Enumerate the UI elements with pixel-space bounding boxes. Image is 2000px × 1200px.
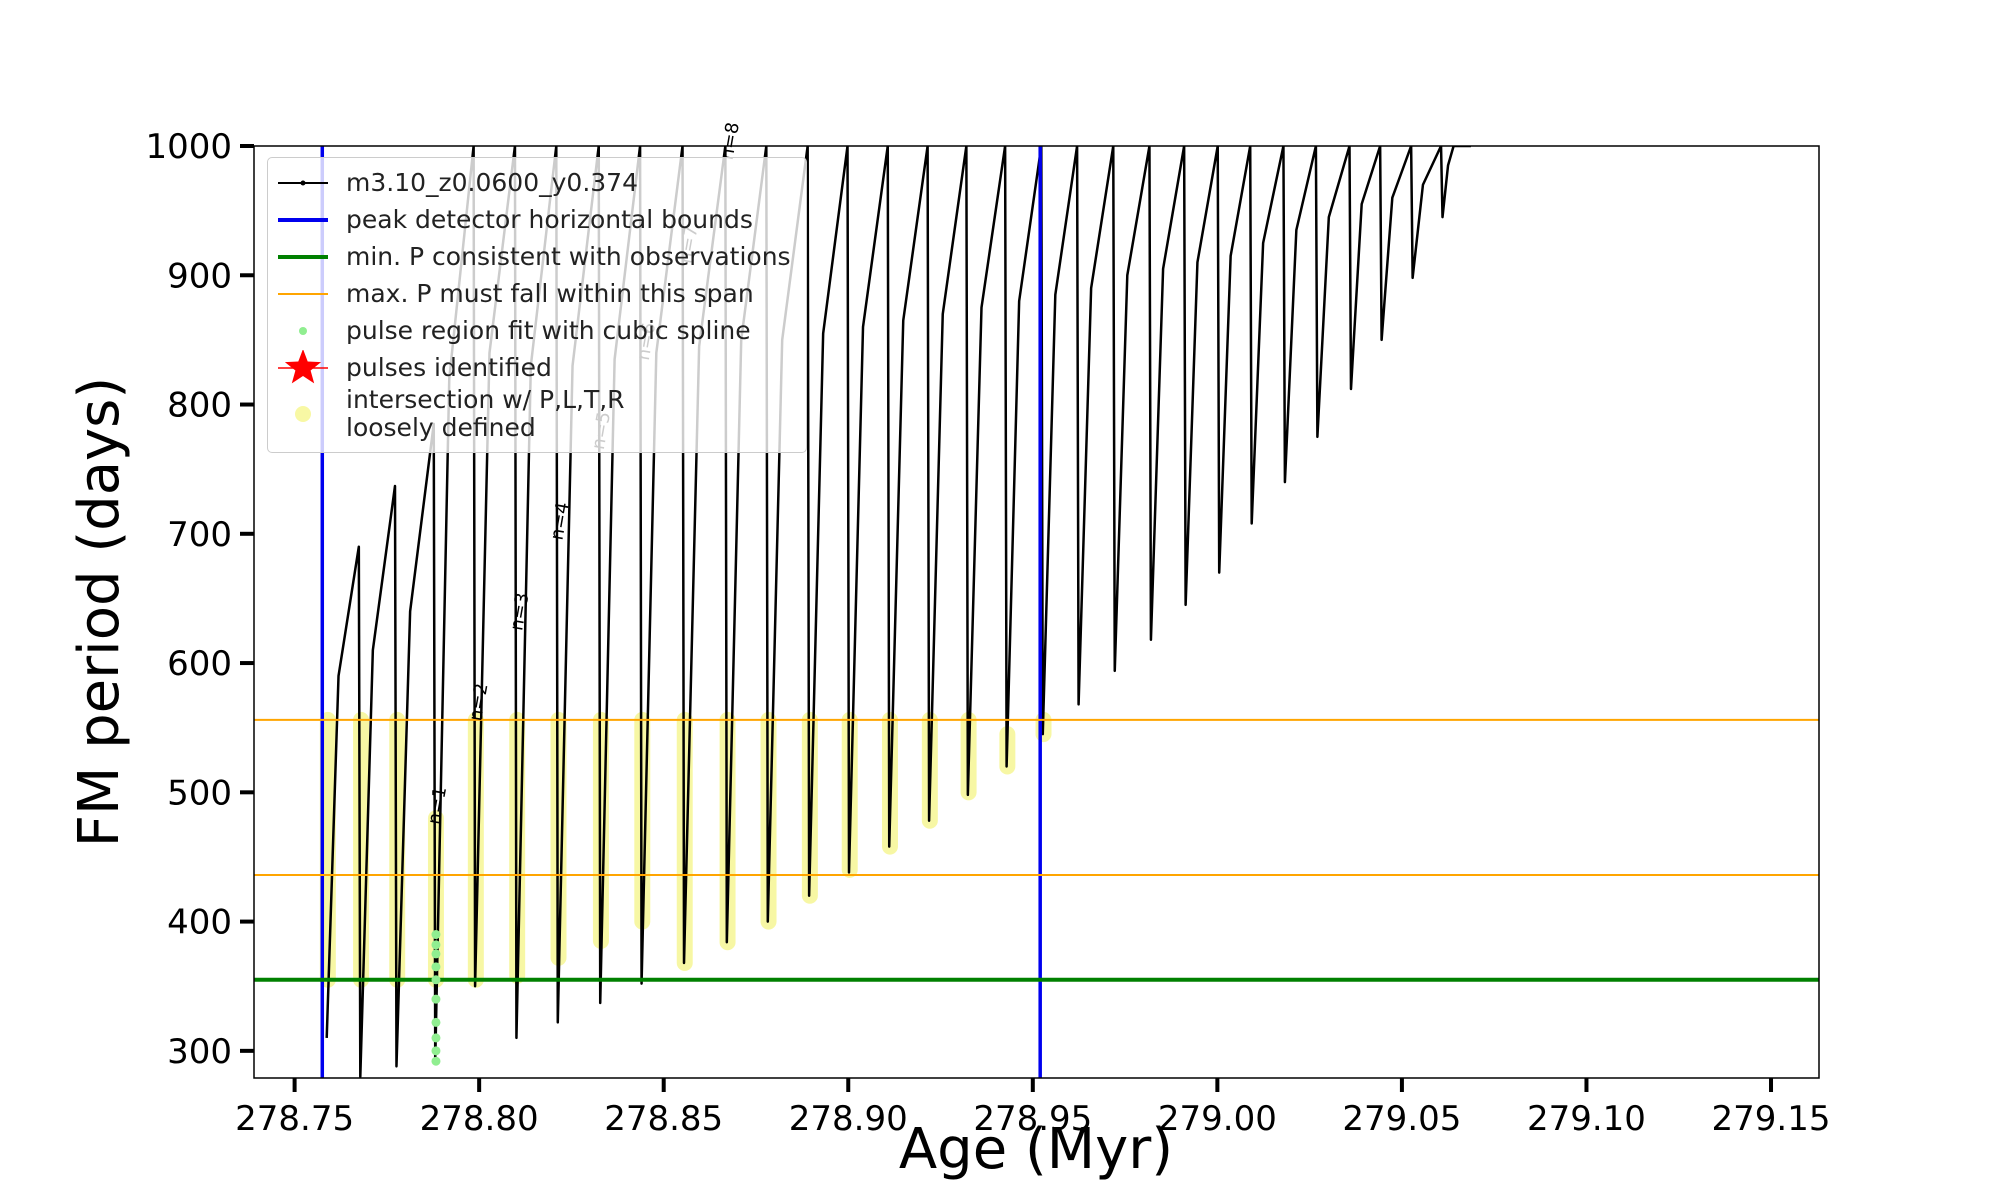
y-tick-label: 700 — [167, 515, 232, 555]
y-tick-label: 900 — [167, 256, 232, 296]
x-tick-label: 278.90 — [789, 1099, 908, 1139]
spline-point — [431, 1033, 441, 1043]
spline-point — [431, 940, 441, 950]
x-tick-label: 279.10 — [1527, 1099, 1646, 1139]
legend-dot — [295, 406, 311, 422]
y-axis-label: FM period (days) — [67, 377, 132, 847]
legend-star — [284, 349, 322, 383]
y-tick-label: 800 — [167, 386, 232, 426]
spline-point — [431, 1017, 441, 1027]
legend-marker — [278, 254, 328, 259]
y-tick-label: 1000 — [145, 127, 232, 167]
legend-marker — [299, 326, 307, 335]
legend-label: m3.10_z0.0600_y0.374 — [346, 167, 638, 197]
legend-marker — [295, 406, 311, 422]
period-line — [325, 146, 1471, 1078]
plot-frame — [253, 145, 1820, 1079]
legend-label: max. P must fall within this span — [346, 278, 754, 308]
spline-point — [431, 930, 441, 940]
spline-point — [431, 949, 441, 959]
x-tick-label: 279.00 — [1158, 1099, 1277, 1139]
spline-point — [431, 962, 441, 972]
legend-entry: pulse region fit with cubic spline — [268, 312, 806, 349]
legend-entry: peak detector horizontal bounds — [268, 201, 806, 238]
legend-label: peak detector horizontal bounds — [346, 204, 753, 234]
legend-label: pulse region fit with cubic spline — [346, 315, 751, 345]
x-tick-label: 278.80 — [420, 1099, 539, 1139]
legend-marker — [278, 292, 328, 295]
x-tick-label: 279.05 — [1342, 1099, 1461, 1139]
legend-entry: pulses identified — [268, 349, 806, 386]
x-tick-label: 278.75 — [235, 1099, 354, 1139]
spline-point — [431, 975, 441, 985]
spline-point — [431, 1046, 441, 1056]
legend-dot — [300, 180, 306, 185]
x-tick-label: 278.85 — [604, 1099, 723, 1139]
legend-label: intersection w/ P,L,T,R loosely defined — [346, 385, 625, 442]
spline-point — [431, 1056, 441, 1066]
y-tick-label: 500 — [167, 773, 232, 813]
legend-marker — [278, 217, 328, 222]
legend-entry: m3.10_z0.0600_y0.374 — [268, 164, 806, 201]
legend-dot — [299, 326, 307, 335]
legend-entry: intersection w/ P,L,T,R loosely defined — [268, 386, 806, 442]
spline-point — [431, 994, 441, 1004]
legend-marker — [278, 180, 328, 185]
legend-label: min. P consistent with observations — [346, 241, 791, 271]
y-tick-label: 600 — [167, 644, 232, 684]
x-tick-label: 279.15 — [1712, 1099, 1831, 1139]
y-tick-label: 400 — [167, 903, 232, 943]
legend-entry: min. P consistent with observations — [268, 238, 806, 275]
x-axis-label: Age (Myr) — [899, 1117, 1173, 1182]
legend-label: pulses identified — [346, 352, 552, 382]
plot — [254, 146, 1819, 1078]
x-tick-label: 278.95 — [973, 1099, 1092, 1139]
y-tick-label: 300 — [167, 1032, 232, 1072]
legend-marker — [278, 349, 328, 383]
legend-entry: max. P must fall within this span — [268, 275, 806, 312]
